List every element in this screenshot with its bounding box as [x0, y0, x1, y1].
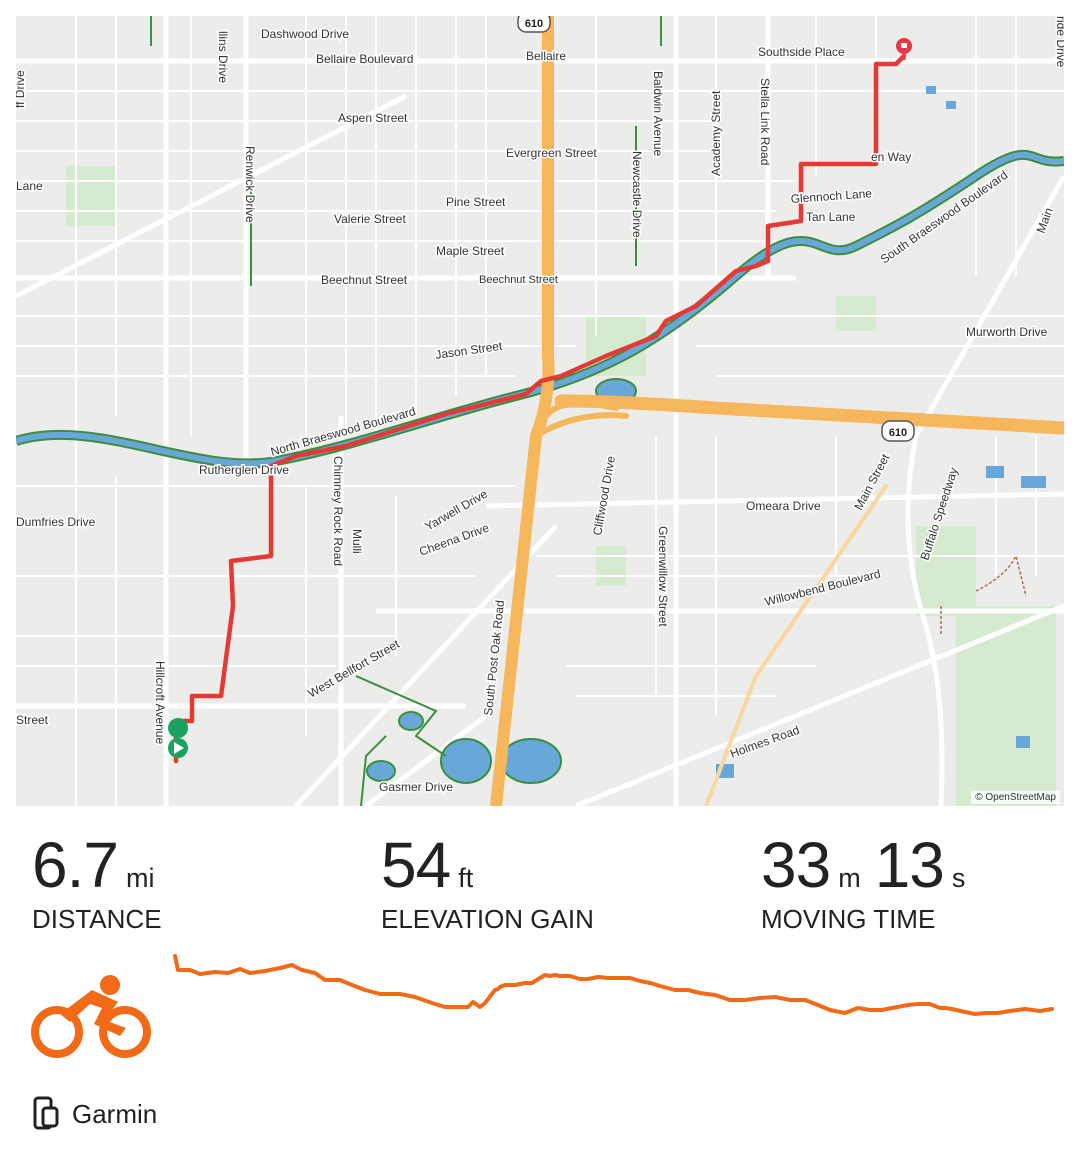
label-tan-lane: Tan Lane [806, 210, 856, 224]
label-hillcroft: Hillcroft Avenue [153, 661, 167, 744]
label-main-right: Main [1034, 206, 1056, 235]
label-willowbend: Willowbend Boulevard [763, 567, 882, 609]
label-beechnut-w: Beechnut Street [321, 273, 408, 287]
label-south-braes: South Braeswood Boulevard [878, 168, 1011, 267]
label-renwick: Renwick Drive [243, 146, 257, 223]
label-evergreen: Evergreen Street [506, 146, 597, 160]
label-lane-left: Lane [16, 179, 43, 193]
label-baldwin: Baldwin Avenue [651, 71, 665, 157]
distance-stat: 6.7 mi DISTANCE [32, 828, 168, 935]
label-ride-drive: ride Drive [1054, 16, 1064, 68]
end-marker-icon [896, 38, 912, 60]
label-bellaire: Bellaire [526, 49, 566, 63]
label-beechnut-e: Beechnut Street [479, 274, 558, 286]
activity-source-name: Garmin [72, 1098, 158, 1129]
label-greenwillow: Greenwillow Street [656, 526, 670, 627]
time-minutes: 33 [761, 829, 831, 901]
cycling-icon [31, 975, 151, 1058]
map-attribution[interactable]: © OpenStreetMap [971, 791, 1060, 804]
start-marker-icon [168, 718, 189, 764]
activity-source: Garmin [32, 1096, 157, 1132]
time-minutes-unit: m [838, 863, 861, 893]
label-academy: Academy Street [709, 90, 723, 176]
elevation-label: ELEVATION GAIN [381, 904, 594, 934]
highway-shield-north: 610 [517, 16, 551, 33]
label-gasmer: Gasmer Drive [379, 780, 453, 794]
label-mullins: Mulli [350, 529, 364, 554]
elevation-unit: ft [458, 863, 474, 893]
elevation-profile [173, 954, 1054, 1016]
label-dumfries: Dumfries Drive [16, 515, 96, 529]
label-ridge-way: en Way [871, 150, 911, 164]
label-jason: Jason Street [434, 339, 503, 362]
time-seconds: 13 [874, 829, 945, 901]
label-valerie: Valerie Street [334, 212, 406, 226]
label-dashwood: Dashwood Drive [261, 27, 349, 41]
moving-time-label: MOVING TIME [761, 904, 936, 934]
label-stella-link: Stella Link Road [758, 78, 772, 165]
label-newcastle: Newcastle Drive [630, 151, 644, 238]
device-sync-icon [33, 1096, 59, 1130]
route-map[interactable]: 610 610 Dashwood Drive Bellaire Boulevar… [16, 16, 1064, 806]
time-seconds-unit: s [951, 863, 966, 893]
svg-text:610: 610 [525, 18, 543, 30]
label-bellaire-blvd: Bellaire Boulevard [316, 52, 413, 66]
label-rutherglen: Rutherglen Drive [199, 463, 289, 477]
elevation-value: 54 [381, 829, 451, 901]
label-pine: Pine Street [446, 195, 506, 209]
map-canvas: 610 610 Dashwood Drive Bellaire Boulevar… [16, 16, 1064, 806]
label-glennoch: Glennoch Lane [790, 186, 873, 206]
label-southside: Southside Place [758, 45, 845, 59]
label-ff-drive: ff Drive [16, 70, 27, 108]
distance-unit: mi [125, 863, 155, 893]
highway-shield-east: 610 [881, 420, 915, 442]
label-omeara: Omeara Drive [746, 499, 821, 513]
label-maple: Maple Street [436, 244, 505, 258]
label-chimney-rock: Chimney Rock Road [331, 456, 345, 566]
label-murworth: Murworth Drive [966, 325, 1048, 339]
label-collins: llins Drive [216, 31, 230, 83]
distance-label: DISTANCE [32, 904, 162, 934]
label-cliffwood: Cliffwood Drive [590, 455, 618, 537]
elevation-stat: 54 ft ELEVATION GAIN [381, 828, 594, 935]
distance-value: 6.7 [32, 829, 119, 901]
label-aspen: Aspen Street [338, 111, 408, 125]
moving-time-stat: 33 m 13 s MOVING TIME [761, 828, 979, 935]
route-line [173, 53, 907, 764]
svg-text:610: 610 [889, 427, 907, 439]
label-street-left: Street [16, 713, 49, 727]
